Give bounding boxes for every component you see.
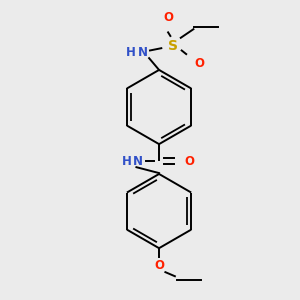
Text: H: H xyxy=(126,46,136,59)
Text: S: S xyxy=(168,39,178,53)
Text: O: O xyxy=(185,155,195,168)
Text: N: N xyxy=(133,155,143,168)
Text: O: O xyxy=(195,57,205,70)
Text: O: O xyxy=(163,11,173,24)
Text: H: H xyxy=(122,155,131,168)
Text: N: N xyxy=(138,46,148,59)
Text: O: O xyxy=(154,259,164,272)
